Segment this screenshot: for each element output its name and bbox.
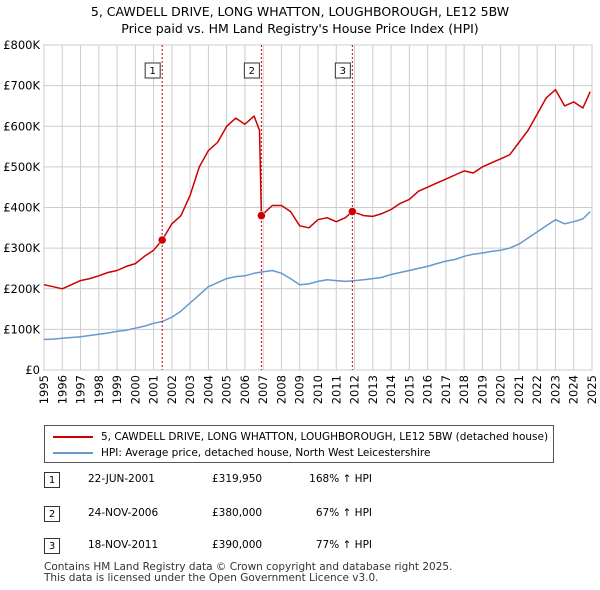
x-tick-label: 2014 (384, 375, 398, 404)
y-tick-label: £300K (3, 241, 40, 255)
x-tick-label: 2002 (165, 375, 179, 404)
sale-marker-label: 2 (249, 66, 255, 77)
sale-marker-label: 3 (340, 66, 346, 77)
sale-price: £380,000 (212, 507, 263, 519)
sale-date: 18-NOV-2011 (88, 539, 159, 551)
table-row: 3 18-NOV-2011 £390,000 77% ↑ HPI (44, 538, 564, 558)
x-tick-label: 2019 (475, 375, 489, 404)
x-tick-label: 2020 (494, 375, 508, 404)
x-tick-label: 2004 (201, 375, 215, 404)
sale-price: £390,000 (212, 539, 263, 551)
x-tick-label: 2021 (512, 375, 526, 404)
price-chart: £0 £100K £200K £300K £400K £500K £600K £700K £80… (3, 38, 599, 404)
x-tick-label: 1995 (37, 375, 51, 404)
grid-layer (43, 44, 593, 371)
y-tick-label: £0 (25, 363, 40, 377)
hpi-line (43, 211, 591, 341)
series-layer (43, 88, 591, 341)
y-tick-label: £200K (3, 282, 40, 296)
sale-marker-box (144, 62, 161, 79)
x-tick-label: 2005 (220, 375, 234, 404)
x-tick-label: 2012 (348, 375, 362, 404)
table-row: 2 24-NOV-2006 £380,000 67% ↑ HPI (44, 506, 564, 526)
property-price-line (43, 88, 591, 290)
legend-swatch-hpi (53, 452, 93, 454)
sale-marker-label: 1 (149, 66, 155, 77)
x-tick-label: 2013 (366, 375, 380, 404)
sale-number-badge: 2 (44, 506, 60, 522)
x-tick-label: 2017 (439, 375, 453, 404)
x-tick-label: 2015 (402, 375, 416, 404)
x-tick-label: 1998 (92, 375, 106, 404)
axis-layer: £0 £100K £200K £300K £400K £500K £600K £700K £80… (3, 38, 599, 404)
x-tick-label: 1996 (55, 375, 69, 404)
sale-point (348, 207, 357, 216)
x-tick-label: 2001 (147, 375, 161, 404)
legend: 5, CAWDELL DRIVE, LONG WHATTON, LOUGHBOR… (44, 425, 554, 463)
x-tick-label: 2022 (530, 375, 544, 404)
x-tick-label: 2023 (548, 375, 562, 404)
sale-marker-box (334, 62, 351, 79)
sale-hpi-change: 168% ↑ HPI (309, 473, 372, 485)
title-line-1: 5, CAWDELL DRIVE, LONG WHATTON, LOUGHBOR… (90, 4, 510, 19)
x-tick-label: 2011 (329, 375, 343, 404)
x-tick-label: 2003 (183, 375, 197, 404)
y-tick-label: £500K (3, 160, 40, 174)
x-tick-label: 2024 (567, 375, 581, 404)
footer-copyright: Contains HM Land Registry data © Crown c… (44, 561, 453, 573)
sale-point (257, 211, 266, 220)
sale-point (157, 235, 167, 245)
title-line-2: Price paid vs. HM Land Registry's House … (121, 21, 479, 36)
legend-swatch-property (53, 436, 93, 438)
sale-price: £319,950 (212, 473, 263, 485)
sale-date: 22-JUN-2001 (88, 473, 155, 485)
legend-label-property: 5, CAWDELL DRIVE, LONG WHATTON, LOUGHBOR… (101, 431, 549, 443)
footer: Contains HM Land Registry data © Crown c… (44, 562, 452, 584)
x-tick-label: 1999 (110, 375, 124, 404)
x-tick-label: 2016 (421, 375, 435, 404)
sale-number-badge: 3 (44, 538, 60, 554)
sale-date: 24-NOV-2006 (88, 507, 159, 519)
sale-marker-box (243, 62, 260, 79)
y-tick-label: £600K (3, 119, 40, 133)
x-tick-label: 2009 (293, 375, 307, 404)
sale-hpi-change: 77% ↑ HPI (315, 539, 372, 551)
chart-title: 5, CAWDELL DRIVE, LONG WHATTON, LOUGHBOR… (0, 3, 600, 37)
x-tick-label: 1997 (74, 375, 88, 404)
y-tick-label: £400K (3, 201, 40, 215)
x-tick-label: 2006 (238, 375, 252, 404)
x-tick-label: 2010 (311, 375, 325, 404)
x-tick-label: 2018 (457, 375, 471, 404)
sale-marker-layer: 1 2 3 (144, 45, 357, 370)
sale-hpi-change: 67% ↑ HPI (315, 507, 372, 519)
sale-number-badge: 1 (44, 472, 60, 488)
legend-label-hpi: HPI: Average price, detached house, Nort… (101, 447, 431, 459)
y-tick-label: £700K (3, 79, 40, 93)
x-tick-label: 2000 (128, 375, 142, 404)
y-tick-label: £800K (3, 38, 40, 52)
y-tick-label: £100K (3, 322, 40, 336)
table-row: 1 22-JUN-2001 £319,950 168% ↑ HPI (44, 472, 564, 492)
x-tick-label: 2007 (256, 375, 270, 404)
footer-license: This data is licensed under the Open Gov… (44, 572, 379, 584)
x-tick-label: 2025 (585, 375, 599, 404)
x-tick-label: 2008 (274, 375, 288, 404)
